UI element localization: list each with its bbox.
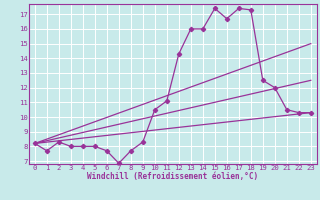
X-axis label: Windchill (Refroidissement éolien,°C): Windchill (Refroidissement éolien,°C) <box>87 172 258 181</box>
